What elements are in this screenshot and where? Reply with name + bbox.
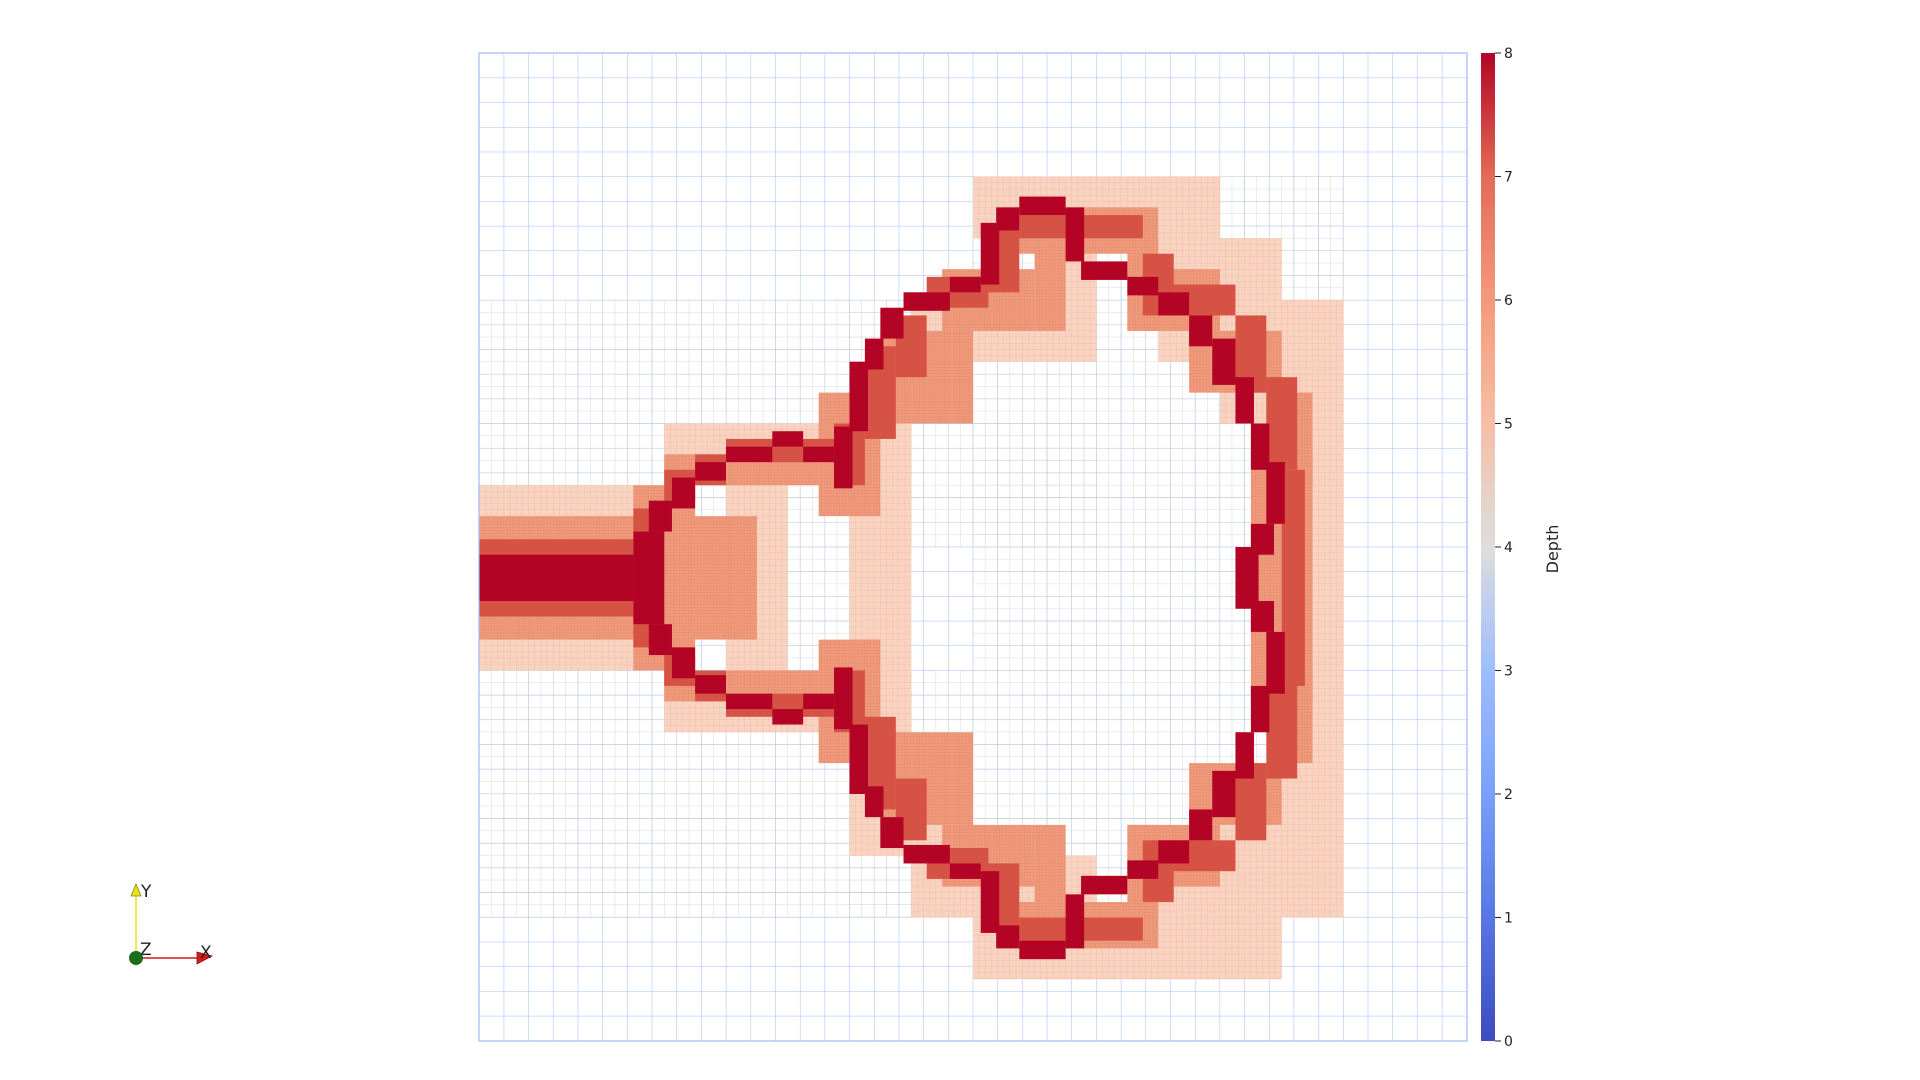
mesh-depth8-boundary [1019,196,1066,216]
mesh-depth8-boundary [772,709,804,725]
colorbar-tick-label: 6 [1504,293,1513,309]
mesh-depth8-boundary [1158,840,1190,864]
mesh-depth8-boundary [695,462,726,481]
mesh-outline [478,52,1468,1042]
mesh-depth8-boundary [1266,631,1285,694]
mesh-depth8-boundary [726,446,773,463]
colorbar-tick-label: 4 [1504,540,1513,556]
colorbar-title: Depth [1543,525,1562,574]
mesh-depth8-boundary [1065,207,1085,262]
mesh-depth8-boundary [1158,292,1190,316]
mesh-depth8-boundary [834,426,853,489]
mesh-depth8-boundary [1250,423,1270,470]
mesh-depth8-boundary [1065,894,1085,949]
mesh-depth8-boundary [1189,315,1213,347]
mesh-plot [478,52,1468,1042]
mesh-depth8-boundary [864,786,884,818]
mesh-depth8-boundary [903,292,950,311]
mesh-depth8-boundary [1235,547,1259,609]
colorbar-tick-label: 7 [1504,170,1513,186]
mesh-depth8-boundary [1019,940,1066,960]
y-axis-cone [130,882,142,897]
colorbar-ticks: 0 1 2 3 4 5 6 7 8 [1495,46,1513,1050]
x-axis-label: X [200,943,212,963]
mesh-depth8-boundary [695,675,726,694]
mesh-depth8-boundary [633,531,665,625]
mesh-depth8-boundary [803,693,835,710]
colorbar-tick-label: 1 [1504,911,1513,927]
z-axis-sphere [129,951,143,965]
mesh-depth8-boundary [996,207,1020,231]
mesh-depth8-boundary [1266,462,1285,524]
mesh-depth8-boundary [671,477,696,509]
mesh-depth8-boundary [1127,860,1159,879]
mesh-depth7-band [1281,469,1305,686]
mesh-depth8-boundary [880,817,904,849]
mesh-depth8-boundary [864,338,884,370]
mesh-depth8-boundary [1212,770,1236,818]
colorbar-tick-label: 0 [1504,1034,1513,1050]
mesh-depth8-boundary [996,925,1020,949]
colorbar-gradient [1481,53,1495,1041]
orientation-axes: Y X Z [129,882,214,965]
mesh-depth8-boundary [772,431,804,447]
mesh-depth8-boundary [834,667,853,730]
mesh-depth8-boundary [1081,261,1128,280]
mesh-depth6-band [664,516,757,640]
mesh-depth8-boundary [1235,377,1254,424]
mesh-depth8-boundary [849,724,869,794]
mesh-depth8-boundary [1127,276,1159,296]
mesh-cells [479,176,1344,980]
mesh-depth8-boundary [1081,875,1128,895]
mesh-depth7-band [1266,377,1298,470]
mesh-depth8-boundary [1235,732,1254,779]
mesh-depth8-boundary [980,222,1000,285]
mesh-depth8-boundary [880,307,904,339]
mesh-depth8-boundary [949,863,981,879]
mesh-depth8-boundary [671,647,696,679]
colorbar-tick-label: 2 [1504,787,1513,803]
mesh-depth8-boundary [1189,809,1213,841]
x-axis-cone [196,951,214,965]
colorbar-tick-label: 5 [1504,417,1513,433]
y-axis-label: Y [140,882,152,902]
mesh-depth8-boundary [949,276,981,293]
mesh-depth8-boundary [903,844,950,864]
colorbar: 0 1 2 3 4 5 6 7 8 Depth [1481,46,1562,1050]
mesh-depth8-boundary [1212,338,1236,385]
colorbar-tick-label: 3 [1504,664,1513,680]
mesh-depth6-band [1034,824,1066,918]
z-axis-label: Z [140,940,152,960]
mesh-depth8-boundary [803,446,835,463]
mesh-depth7-band [1266,685,1298,779]
mesh-depth6-band [1034,238,1066,331]
mesh-depth8-boundary [479,554,634,602]
mesh-depth8-boundary [648,500,672,532]
mesh-depth8-boundary [726,693,773,710]
mesh-depth8-boundary [980,871,1000,933]
mesh-depth4-region [973,423,1097,547]
mesh-depth8-boundary [1250,685,1270,733]
colorbar-tick-label: 8 [1504,46,1513,62]
mesh-depth8-boundary [849,361,869,432]
mesh-depth8-boundary [648,624,672,656]
